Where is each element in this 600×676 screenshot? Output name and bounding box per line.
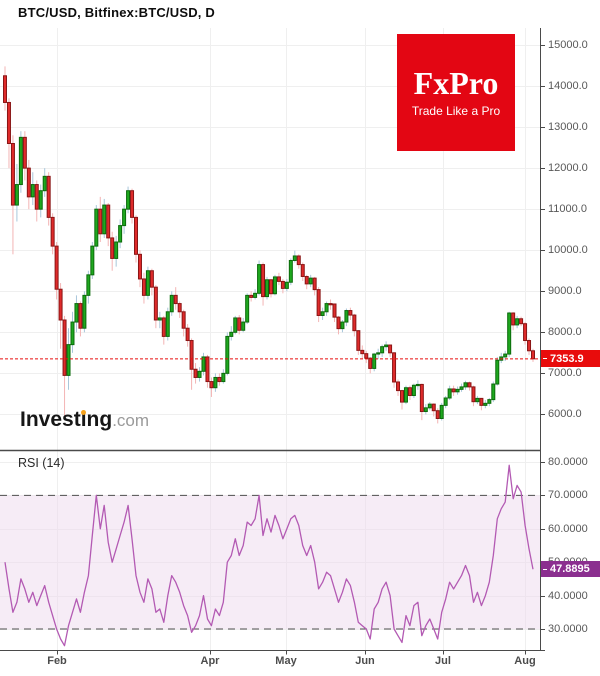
price-axis-label: 15000.0 bbox=[548, 39, 588, 51]
rsi-axis-label: 30.0000 bbox=[548, 623, 588, 635]
rsi-axis-label: 70.0000 bbox=[548, 489, 588, 502]
candlestick-series bbox=[3, 66, 535, 424]
price-axis-label: 11000.0 bbox=[548, 203, 587, 216]
rsi-indicator-label: RSI (14) bbox=[18, 456, 65, 470]
price-axis-label: 12000.0 bbox=[548, 162, 588, 175]
price-axis-label: 14000.0 bbox=[548, 80, 588, 93]
price-axis-label: 8000.0 bbox=[548, 326, 582, 339]
rsi-axis-label: 60.0000 bbox=[548, 522, 588, 535]
time-axis-label: Apr bbox=[200, 655, 220, 667]
price-axis-label: 9000.0 bbox=[548, 285, 582, 298]
rsi-axis-label: 40.0000 bbox=[548, 589, 588, 602]
time-axis-label: Jun bbox=[355, 655, 375, 667]
fxpro-logo-text: FxPro bbox=[413, 65, 499, 101]
chart-title: BTC/USD, Bitfinex:BTC/USD, D bbox=[18, 5, 215, 20]
investing-logo-text: Investing bbox=[20, 408, 113, 431]
time-axis-label: May bbox=[275, 655, 297, 667]
last-price-tag: 7353.9 bbox=[541, 350, 600, 368]
rsi-line bbox=[4, 464, 534, 647]
rsi-value-tag: 47.8895 bbox=[541, 561, 600, 578]
price-axis-label: 6000.0 bbox=[548, 408, 582, 421]
price-axis-label: 7000.0 bbox=[548, 367, 582, 380]
rsi-axis-label: 80.0000 bbox=[548, 456, 588, 468]
price-axis-label: 10000.0 bbox=[548, 244, 588, 257]
investing-watermark: Investing.com bbox=[20, 408, 149, 432]
fxpro-tagline: Trade Like a Pro bbox=[411, 104, 501, 118]
fxpro-watermark: FxPro Trade Like a Pro bbox=[397, 34, 515, 151]
axes bbox=[0, 28, 545, 655]
time-axis-label: Feb bbox=[47, 655, 67, 667]
investing-logo-suffix: .com bbox=[112, 411, 150, 430]
time-axis-label: Jul bbox=[435, 655, 451, 667]
investing-logo-dot bbox=[81, 410, 86, 415]
price-axis-label: 13000.0 bbox=[548, 121, 588, 134]
time-axis-label: Aug bbox=[514, 655, 536, 667]
